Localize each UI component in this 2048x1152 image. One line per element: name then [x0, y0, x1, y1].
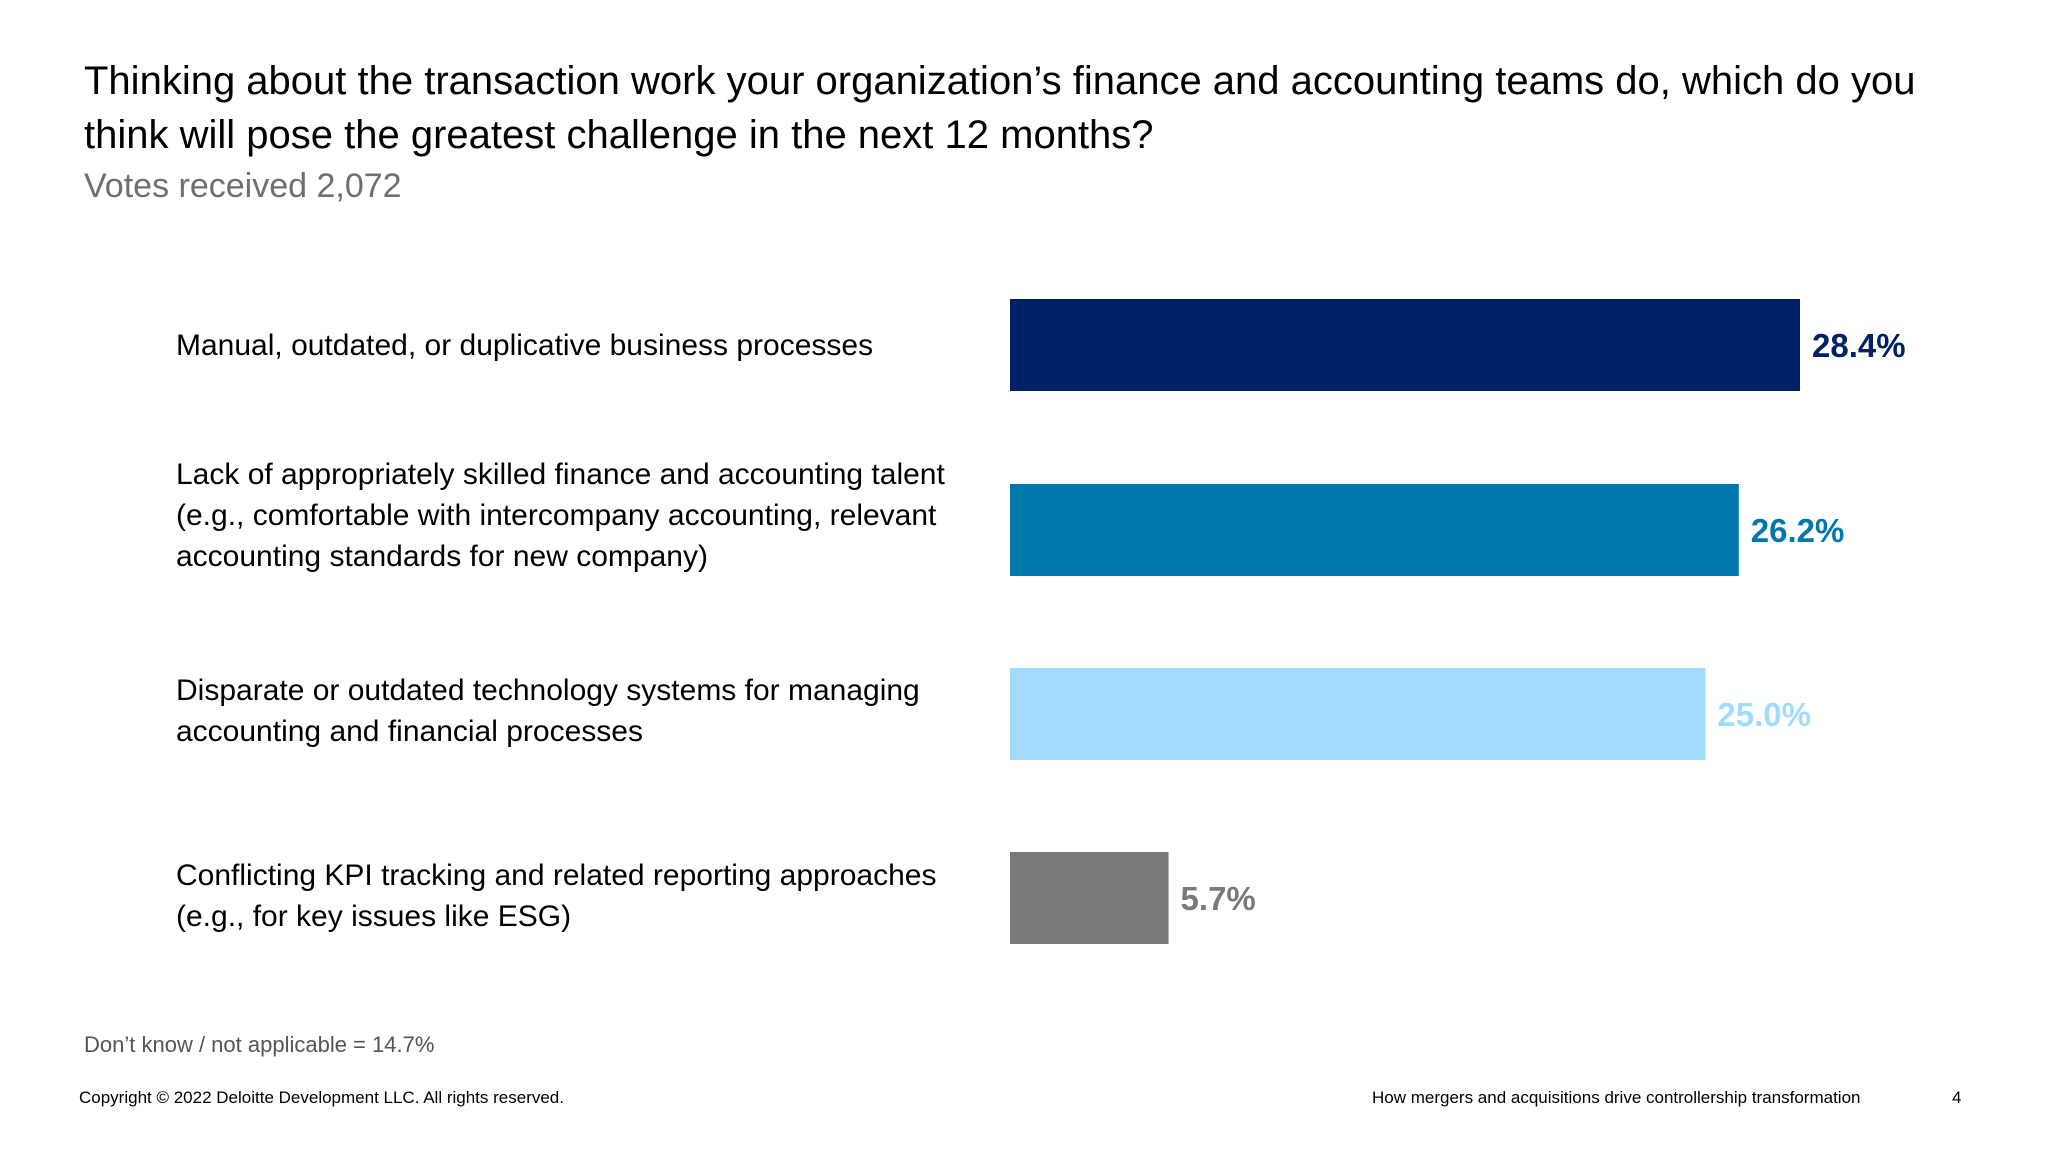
chart-title: Thinking about the transaction work your… — [84, 59, 1916, 157]
bar-1 — [1010, 299, 1800, 391]
value-label-3: 25.0% — [1717, 696, 1811, 733]
category-label-1: Manual, outdated, or duplicative busines… — [176, 329, 874, 362]
bar-4 — [1010, 852, 1169, 944]
category-label-2: Lack of appropriately skilled finance an… — [176, 458, 945, 573]
bar-2 — [1010, 484, 1739, 576]
category-label-3: Disparate or outdated technology systems… — [176, 674, 920, 748]
footer-copyright: Copyright © 2022 Deloitte Development LL… — [79, 1088, 564, 1107]
bar-3 — [1010, 668, 1706, 760]
chart-subtitle: Votes received 2,072 — [84, 167, 402, 205]
value-label-2: 26.2% — [1751, 512, 1845, 549]
value-label-1: 28.4% — [1812, 327, 1906, 364]
chart-note: Don’t know / not applicable = 14.7% — [84, 1032, 435, 1057]
footer-report-title: How mergers and acquisitions drive contr… — [1372, 1088, 1861, 1107]
value-label-4: 5.7% — [1181, 880, 1256, 917]
page-number: 4 — [1952, 1088, 1962, 1107]
category-label-4: Conflicting KPI tracking and related rep… — [176, 859, 937, 933]
